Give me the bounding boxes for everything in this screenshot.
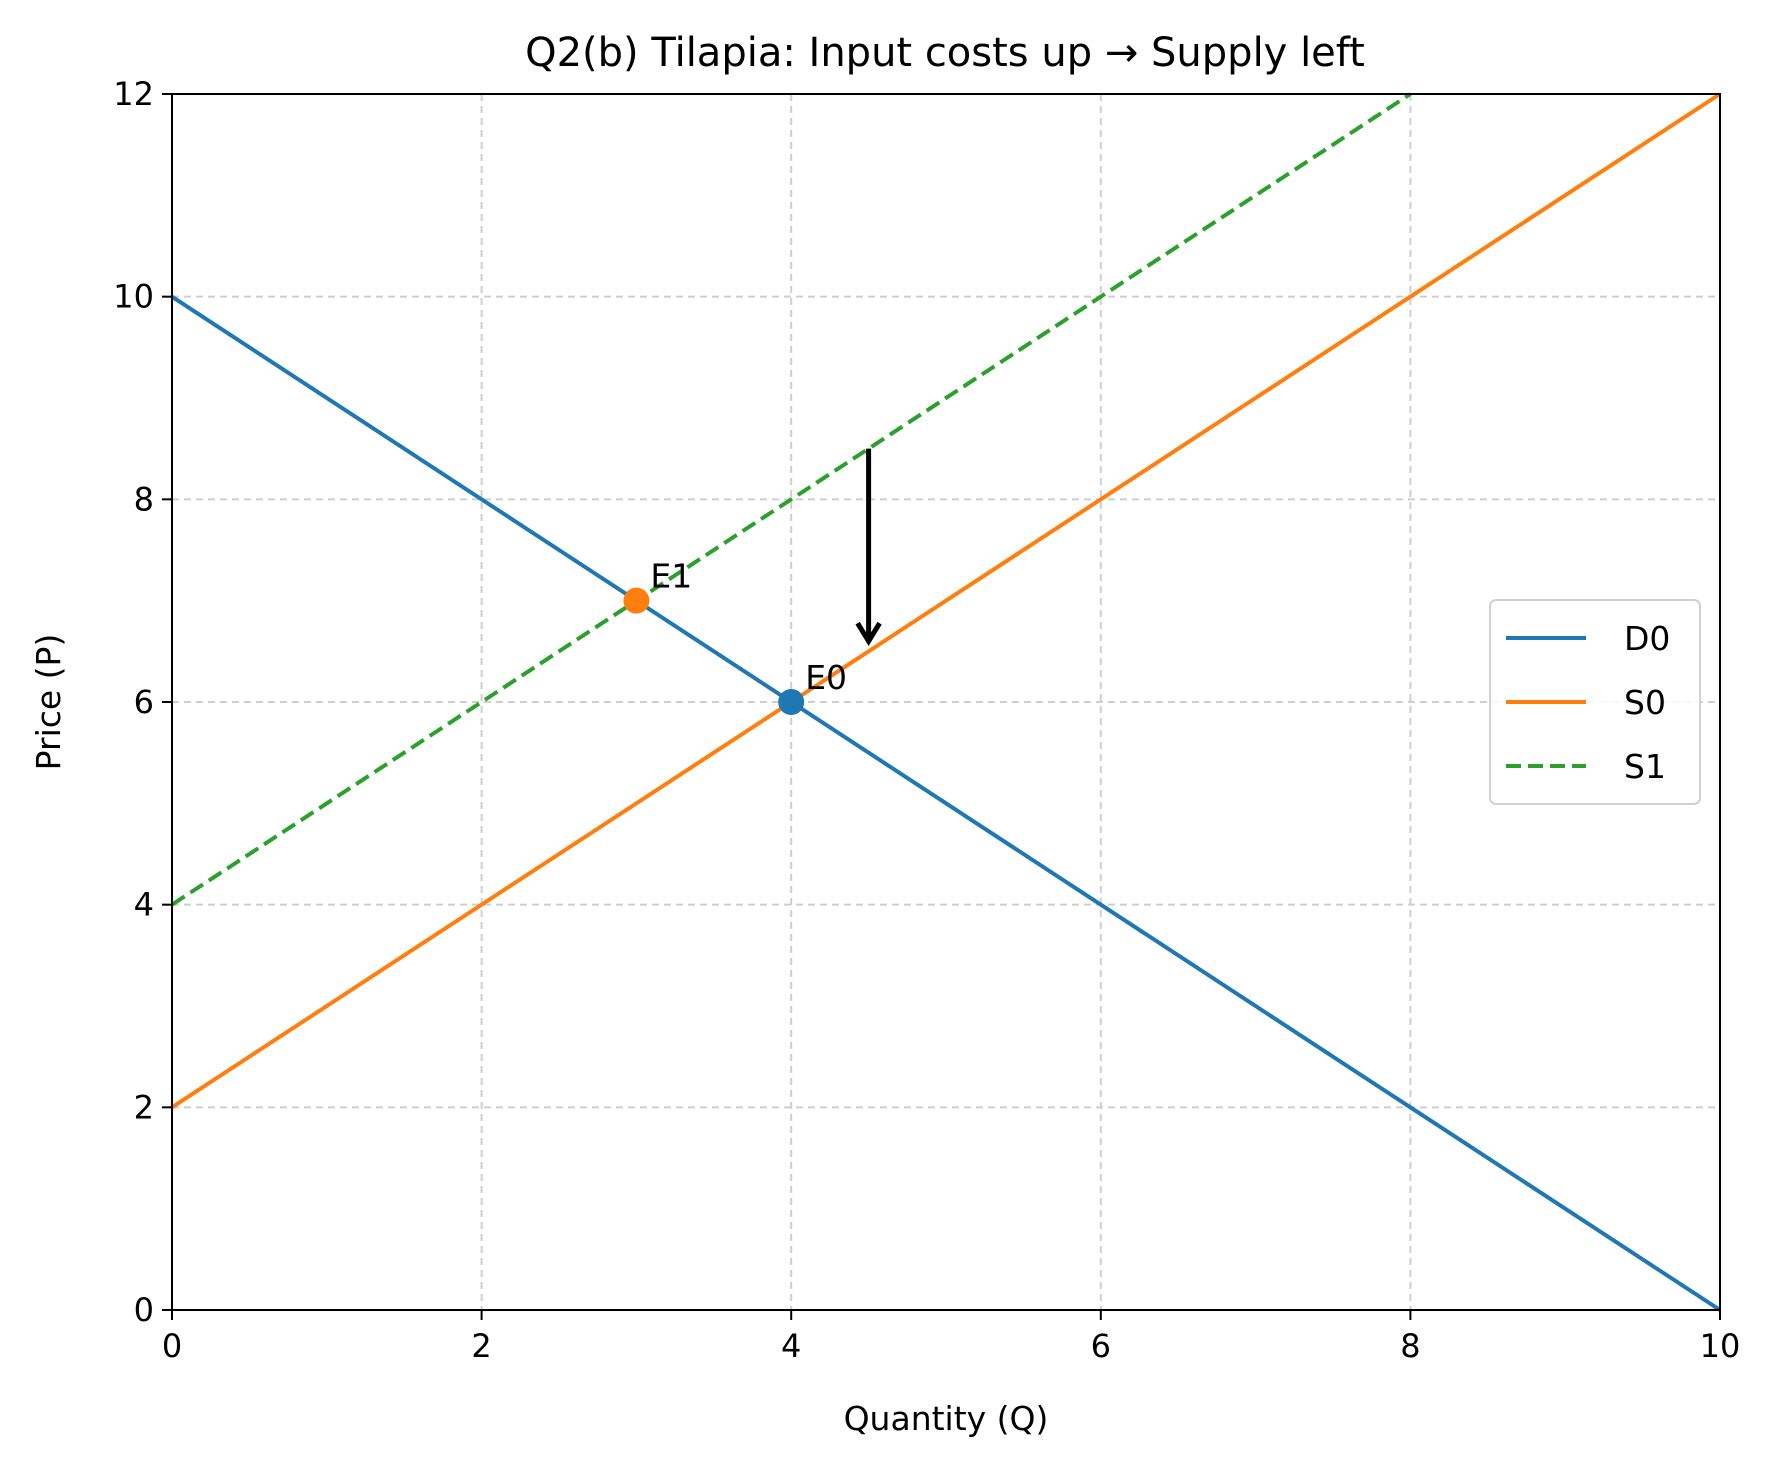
x-tick-label: 6 <box>1091 1327 1111 1365</box>
y-tick-label: 12 <box>113 75 154 113</box>
point-label-e1: E1 <box>650 557 692 596</box>
y-tick-label: 2 <box>134 1088 154 1126</box>
x-tick-label: 2 <box>471 1327 491 1365</box>
legend-label-s1: S1 <box>1624 747 1666 786</box>
chart-title: Q2(b) Tilapia: Input costs up → Supply l… <box>525 30 1365 76</box>
y-tick-label: 6 <box>134 683 154 721</box>
y-tick-label: 8 <box>134 480 154 518</box>
y-tick-label: 10 <box>113 278 154 316</box>
y-tick-label: 4 <box>134 886 154 924</box>
shift-arrow-head <box>855 621 882 646</box>
x-tick-label: 10 <box>1700 1327 1741 1365</box>
legend: D0 S0 S1 <box>1489 599 1701 805</box>
x-tick-label: 8 <box>1400 1327 1420 1365</box>
y-axis-ticks: 0 2 4 6 8 10 12 <box>113 75 172 1329</box>
grid-lines <box>171 93 1721 1311</box>
x-axis-ticks: 0 2 4 6 8 10 <box>162 1310 1741 1365</box>
series-layer <box>170 92 1722 1312</box>
x-tick-label: 0 <box>162 1327 182 1365</box>
point-e0 <box>778 689 805 715</box>
x-axis-label: Quantity (Q) <box>844 1399 1049 1438</box>
y-axis-label: Price (P) <box>29 634 68 771</box>
series-line-s1 <box>170 92 1412 907</box>
point-e1 <box>623 587 650 614</box>
point-label-e0: E0 <box>805 658 847 697</box>
series-line-s0 <box>170 92 1722 1110</box>
legend-box <box>1489 599 1701 805</box>
points-layer: E0 E1 <box>623 557 847 715</box>
legend-label-s0: S0 <box>1624 683 1666 722</box>
series-line-d0 <box>170 294 1722 1312</box>
arrow-layer <box>855 448 882 646</box>
legend-label-d0: D0 <box>1624 619 1670 658</box>
x-tick-label: 4 <box>781 1327 801 1365</box>
y-tick-label: 0 <box>134 1291 154 1329</box>
